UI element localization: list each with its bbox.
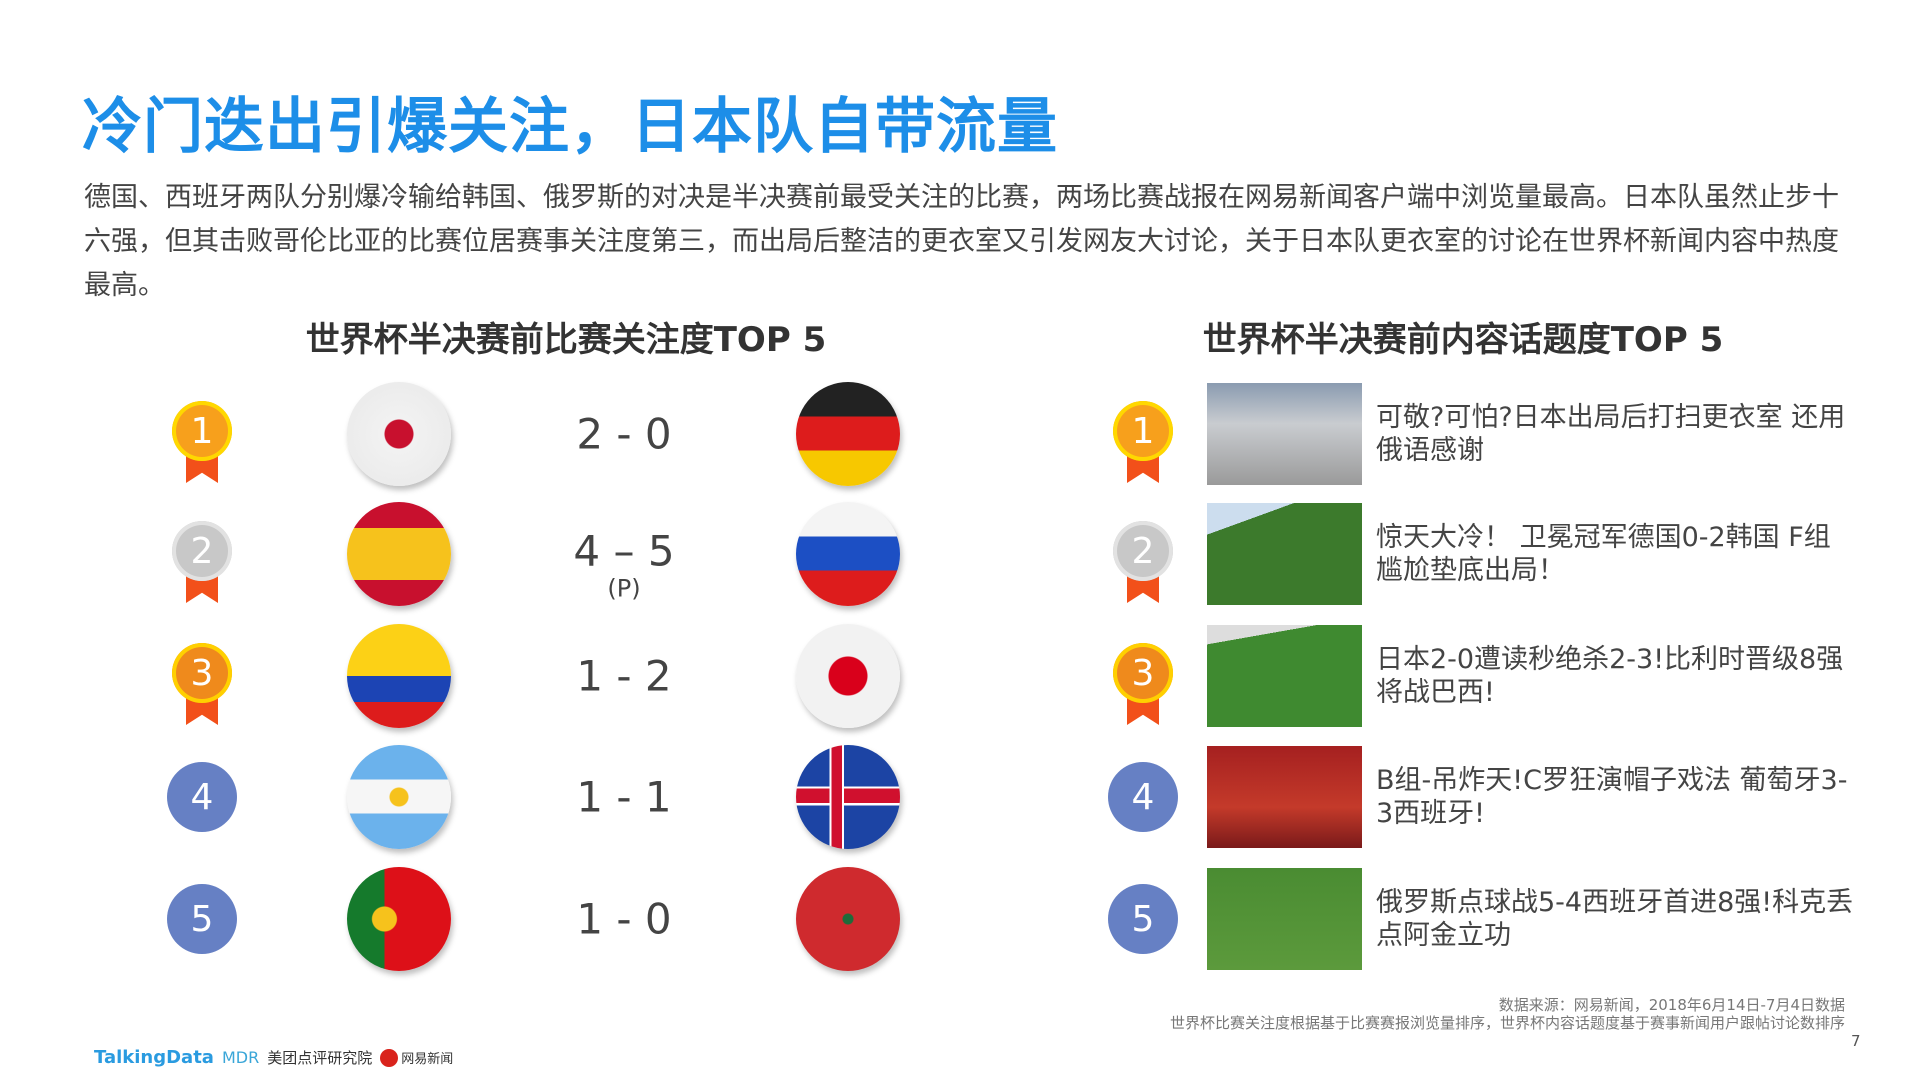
team2-flag-icon xyxy=(796,382,900,486)
meituan-logo: 美团点评研究院 xyxy=(267,1049,373,1067)
match-score: 2 - 0 xyxy=(576,409,672,459)
netease-logo: 网易新闻 xyxy=(380,1048,453,1067)
match-rank-badge: 4 xyxy=(167,762,237,832)
news-photo[interactable] xyxy=(1207,625,1362,727)
news-photo[interactable] xyxy=(1207,746,1362,848)
team2-flag-icon xyxy=(796,867,900,971)
match-medal-icon: 2 xyxy=(172,521,232,611)
match-medal-icon: 3 xyxy=(172,643,232,733)
match-score: 4 – 5 (P) xyxy=(573,526,675,603)
team2-flag-icon xyxy=(796,502,900,606)
news-rank-badge: 4 xyxy=(1108,762,1178,832)
news-headline[interactable]: 惊天大冷！ 卫冕冠军德国0-2韩国 F组尴尬垫底出局！ xyxy=(1376,522,1831,586)
penalty-note: (P) xyxy=(607,574,641,603)
news-headline[interactable]: 俄罗斯点球战5-4西班牙首进8强!科克丢点阿金立功 xyxy=(1376,887,1854,951)
news-headline[interactable]: 日本2-0遭读秒绝杀2-3!比利时晋级8强将战巴西! xyxy=(1376,644,1844,708)
logo-bar: TalkingData MDR 美团点评研究院 网易新闻 xyxy=(94,1047,453,1068)
news-rank-badge: 5 xyxy=(1108,884,1178,954)
team1-flag-icon xyxy=(347,502,451,606)
match-score: 1 - 1 xyxy=(576,772,672,822)
news-medal-icon: 3 xyxy=(1113,643,1173,733)
talkingdata-logo: TalkingData xyxy=(94,1047,214,1068)
team2-flag-icon xyxy=(796,624,900,728)
news-photo[interactable] xyxy=(1207,868,1362,970)
team1-flag-icon xyxy=(347,745,451,849)
team1-flag-icon xyxy=(347,624,451,728)
page-number: 7 xyxy=(1851,1032,1861,1050)
news-photo[interactable] xyxy=(1207,383,1362,485)
mdr-logo: MDR xyxy=(221,1048,260,1067)
team2-flag-icon xyxy=(796,745,900,849)
match-score: 1 - 0 xyxy=(576,894,672,944)
team1-flag-icon xyxy=(347,382,451,486)
team1-flag-icon xyxy=(347,867,451,971)
news-photo[interactable] xyxy=(1207,503,1362,605)
match-rank-badge: 5 xyxy=(167,884,237,954)
news-medal-icon: 1 xyxy=(1113,401,1173,491)
match-score: 1 - 2 xyxy=(576,651,672,701)
right-heading: 世界杯半决赛前内容话题度TOP 5 xyxy=(1202,320,1724,360)
page-title: 冷门迭出引爆关注，日本队自带流量 xyxy=(82,92,1058,162)
intro-paragraph: 德国、西班牙两队分别爆冷输给韩国、俄罗斯的对决是半决赛前最受关注的比赛，两场比赛… xyxy=(84,182,1839,301)
news-headline[interactable]: B组-吊炸天!C罗狂演帽子戏法 葡萄牙3-3西班牙! xyxy=(1376,765,1848,829)
source-note: 数据来源：网易新闻，2018年6月14日-7月4日数据 世界杯比赛关注度根据基于… xyxy=(1170,996,1845,1032)
ranking-note: 世界杯比赛关注度根据基于比赛赛报浏览量排序，世界杯内容话题度基于赛事新闻用户跟帖… xyxy=(1169,1014,1845,1032)
source-text: 数据来源：网易新闻，2018年6月14日-7月4日数据 xyxy=(1498,996,1845,1014)
match-medal-icon: 1 xyxy=(172,401,232,491)
news-headline[interactable]: 可敬?可怕?日本出局后打扫更衣室 还用俄语感谢 xyxy=(1376,402,1846,466)
news-medal-icon: 2 xyxy=(1113,521,1173,611)
left-heading: 世界杯半决赛前比赛关注度TOP 5 xyxy=(305,320,827,360)
